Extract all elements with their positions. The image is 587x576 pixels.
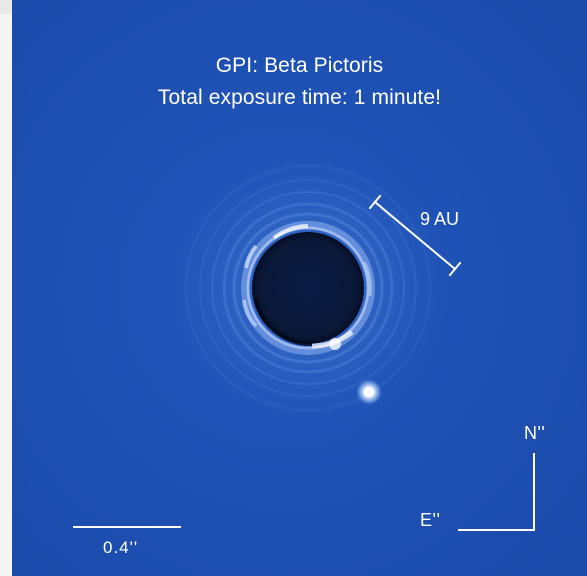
exposure-caption: Total exposure time: 1 minute! bbox=[157, 86, 442, 109]
compass bbox=[458, 453, 535, 531]
compass-east-label: E'' bbox=[420, 510, 441, 530]
planet-core bbox=[364, 387, 374, 397]
distance-scale-label: 9 AU bbox=[420, 209, 460, 229]
distance-scale-bar bbox=[368, 194, 462, 277]
compass-north-label: N'' bbox=[524, 423, 546, 443]
angular-scale-label: 0.4'' bbox=[103, 538, 139, 557]
mask-shadow-edge bbox=[254, 299, 313, 347]
image-title: GPI: Beta Pictoris bbox=[215, 54, 384, 77]
telescope-image: GPI: Beta Pictoris Total exposure time: … bbox=[12, 0, 587, 576]
coronagraph-mask bbox=[252, 232, 364, 344]
telescope-image-canvas bbox=[12, 0, 587, 576]
